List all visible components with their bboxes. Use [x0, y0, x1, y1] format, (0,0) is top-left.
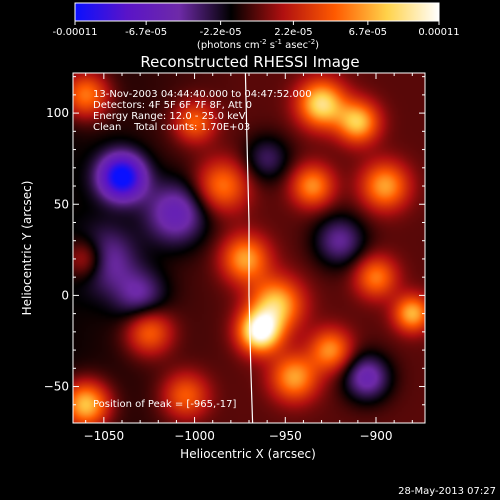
y-tick-label: 50	[54, 197, 69, 211]
colorbar-tick-label: -6.7e-05	[125, 27, 167, 38]
y-tick-label: 0	[61, 288, 69, 302]
y-tick-label: 100	[46, 106, 69, 120]
x-tick-label: −950	[269, 429, 302, 443]
y-tick-label: −50	[44, 380, 69, 394]
y-axis: −50 0 50 100	[44, 76, 425, 406]
solar-limb	[244, 73, 254, 423]
plot-area	[73, 73, 425, 423]
peak-position-label: Position of Peak = [-965,-17]	[93, 399, 237, 410]
x-axis-label: Heliocentric X (arcsec)	[180, 447, 316, 461]
annotation-energy-range: Energy Range: 12.0 - 25.0 keV	[93, 111, 246, 122]
annotation-detectors: Detectors: 4F 5F 6F 7F 8F, Att 0	[93, 100, 252, 111]
colorbar-ticks: -0.00011 -6.7e-05 -2.2e-05 2.2e-05 6.7e-05 0.…	[53, 21, 460, 38]
chart-title: Reconstructed RHESSI Image	[140, 53, 359, 71]
colorbar-tick-label: 6.7e-05	[349, 27, 387, 38]
annotation-clean-counts: Clean Total counts: 1.70E+03	[93, 122, 250, 133]
y-axis-label: Heliocentric Y (arcsec)	[20, 181, 34, 316]
annotation-time-range: 13-Nov-2003 04:44:40.000 to 04:47:52.000	[93, 89, 312, 100]
x-tick-label: −900	[360, 429, 393, 443]
colorbar-tick-label: -0.00011	[53, 27, 98, 38]
footer-timestamp: 28-May-2013 07:27	[398, 486, 496, 497]
x-tick-label: −1050	[84, 429, 125, 443]
colorbar-tick-label: 2.2e-05	[274, 27, 312, 38]
colorbar-tick-label: -2.2e-05	[200, 27, 242, 38]
colorbar-units: (photons cm-2 s-1 asec-2)	[197, 38, 319, 51]
colorbar-tick-label: 0.00011	[418, 27, 459, 38]
colorbar	[74, 2, 440, 22]
x-tick-label: −1000	[174, 429, 215, 443]
x-axis: −1050 −1000 −950 −900	[84, 73, 413, 443]
